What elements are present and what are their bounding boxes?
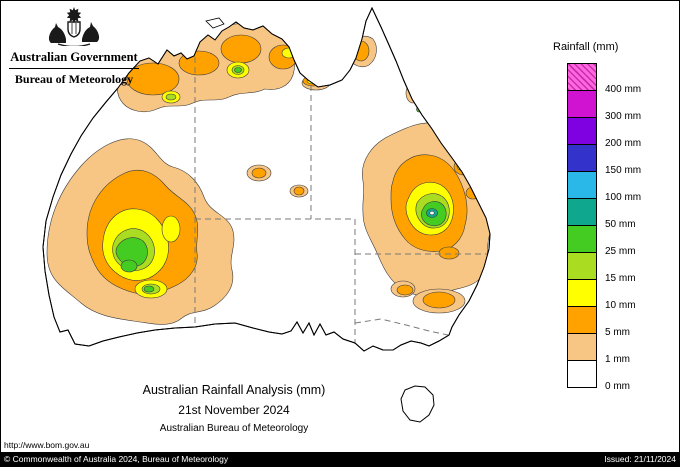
legend-label-50mm: 50 mm xyxy=(605,219,636,230)
legend-swatch-150mm xyxy=(567,144,597,172)
issued-text: Issued: 21/11/2024 xyxy=(604,454,676,464)
legend-swatch-1mm xyxy=(567,333,597,361)
legend-label-200mm: 200 mm xyxy=(605,138,642,149)
analysis-date: 21st November 2024 xyxy=(178,403,290,417)
legend-row: 1 mm xyxy=(567,333,630,365)
legend-row: 5 mm xyxy=(567,306,630,338)
legend-label-1mm: 1 mm xyxy=(605,354,630,365)
melville-island xyxy=(205,17,225,29)
legend-swatch-100mm xyxy=(567,171,597,199)
footer-bar: © Commonwealth of Australia 2024, Bureau… xyxy=(1,452,679,466)
government-title: Australian Government xyxy=(10,50,138,64)
legend-swatch-10mm xyxy=(567,279,597,307)
rainfall-legend: Rainfall (mm) 400 mm 300 mm 200 mm 150 m… xyxy=(553,41,641,392)
bom-url: http://www.bom.gov.au xyxy=(4,440,90,450)
legend-label-10mm: 10 mm xyxy=(605,300,636,311)
legend-row: 300 mm xyxy=(567,90,641,122)
legend-row: 0 mm xyxy=(567,360,630,392)
header: Australian Government Bureau of Meteorol… xyxy=(7,6,141,87)
legend-swatch-0mm xyxy=(567,360,597,388)
legend-swatch-15mm xyxy=(567,252,597,280)
coat-of-arms-icon xyxy=(48,7,100,46)
legend-label-5mm: 5 mm xyxy=(605,327,630,338)
legend-swatch-25mm xyxy=(567,225,597,253)
copyright-text: © Commonwealth of Australia 2024, Bureau… xyxy=(4,454,229,464)
map-caption: Australian Rainfall Analysis (mm) 21st N… xyxy=(79,383,389,434)
rain-layer-0mm-core xyxy=(429,210,435,216)
legend-swatch-300mm xyxy=(567,90,597,118)
rainfall-contours xyxy=(46,23,490,351)
legend-label-100mm: 100 mm xyxy=(605,192,642,203)
legend-label-0mm: 0 mm xyxy=(605,381,630,392)
legend-row: 150 mm xyxy=(567,144,641,176)
legend-row: 200 mm xyxy=(567,117,641,149)
legend-row: 400 mm xyxy=(567,63,641,95)
legend-row: 15 mm xyxy=(567,252,636,284)
legend-swatch-50mm xyxy=(567,198,597,226)
legend-label-25mm: 25 mm xyxy=(605,246,636,257)
legend-label-300mm: 300 mm xyxy=(605,111,642,122)
legend-label-150mm: 150 mm xyxy=(605,165,642,176)
legend-label-400mm: 400 mm xyxy=(605,84,642,95)
analysis-title: Australian Rainfall Analysis (mm) xyxy=(142,383,326,397)
legend-swatch-5mm xyxy=(567,306,597,334)
legend-row: 50 mm xyxy=(567,198,636,230)
legend-row: 100 mm xyxy=(567,171,641,203)
bureau-title: Bureau of Meteorology xyxy=(14,72,134,86)
legend-label-15mm: 15 mm xyxy=(605,273,636,284)
state-borders xyxy=(194,57,487,344)
legend-row: 25 mm xyxy=(567,225,636,257)
legend-swatch-400mm xyxy=(567,63,597,91)
tasmania xyxy=(400,385,435,423)
legend-title: Rainfall (mm) xyxy=(553,41,619,53)
analysis-org: Australian Bureau of Meteorology xyxy=(159,423,309,434)
header-divider xyxy=(9,68,139,69)
coastline-outline xyxy=(42,6,491,352)
legend-scale: 400 mm 300 mm 200 mm 150 mm 100 mm 50 mm xyxy=(567,63,641,392)
legend-swatch-200mm xyxy=(567,117,597,145)
legend-row: 10 mm xyxy=(567,279,636,311)
